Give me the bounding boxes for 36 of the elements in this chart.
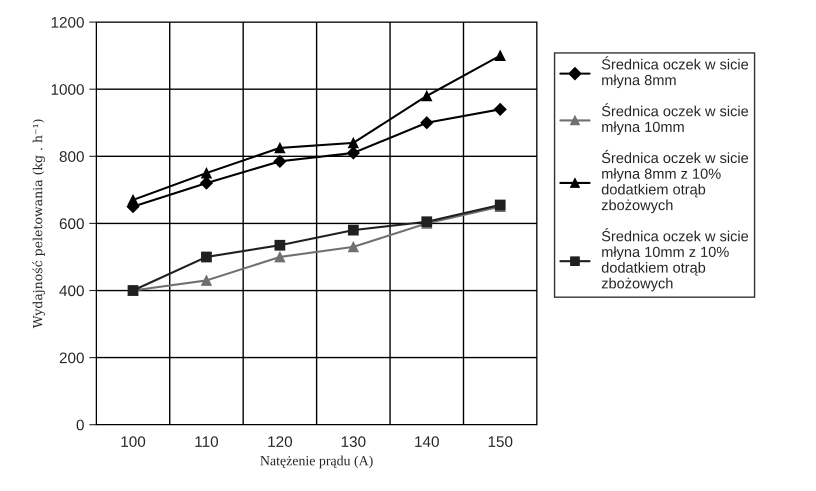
point	[201, 168, 212, 178]
point	[494, 50, 506, 62]
point	[274, 240, 286, 251]
point	[274, 252, 286, 262]
y-tick-label: 800	[60, 151, 84, 162]
x-tick-label: 130	[342, 436, 366, 448]
point	[348, 242, 359, 252]
legend-label: Średnica oczek w sicie młyna 10mm	[602, 103, 748, 135]
point	[420, 116, 434, 130]
point	[274, 142, 286, 154]
point	[346, 146, 360, 160]
y-axis-title: Wydajność peletowania (kg . h⁻¹)	[32, 119, 45, 328]
point	[200, 176, 213, 190]
x-tick-label: 140	[415, 436, 439, 448]
point	[494, 102, 507, 116]
y-tick-label: 0	[76, 420, 84, 430]
legend-label: Średnica oczek w sicie młyna 8mm	[602, 56, 748, 88]
y-tick-label: 1000	[52, 84, 84, 95]
point	[273, 154, 286, 168]
y-tick-label: 200	[60, 352, 84, 364]
point	[201, 252, 212, 262]
point	[348, 224, 359, 236]
x-tick-label: 110	[195, 436, 218, 448]
legend-label: Średnica oczek w sicie młyna 10mm z 10% dodatkiem otrąb zbożowych	[602, 228, 748, 292]
y-tick-label: 400	[59, 285, 84, 296]
point	[201, 275, 212, 286]
x-tick-label: 100	[121, 436, 146, 448]
point	[348, 138, 359, 148]
y-tick-label: 600	[60, 218, 84, 230]
y-tick-label: 1200	[52, 16, 84, 28]
point	[421, 90, 432, 102]
x-axis-title: Natężenie prądu (A)	[260, 456, 373, 468]
point	[128, 194, 138, 206]
x-tick-label: 150	[488, 436, 512, 448]
legend-label: Średnica oczek w sicie młyna 8mm z 10% dodatkiem otrąb zbożowych	[602, 150, 748, 214]
x-tick-label: 120	[268, 436, 292, 448]
